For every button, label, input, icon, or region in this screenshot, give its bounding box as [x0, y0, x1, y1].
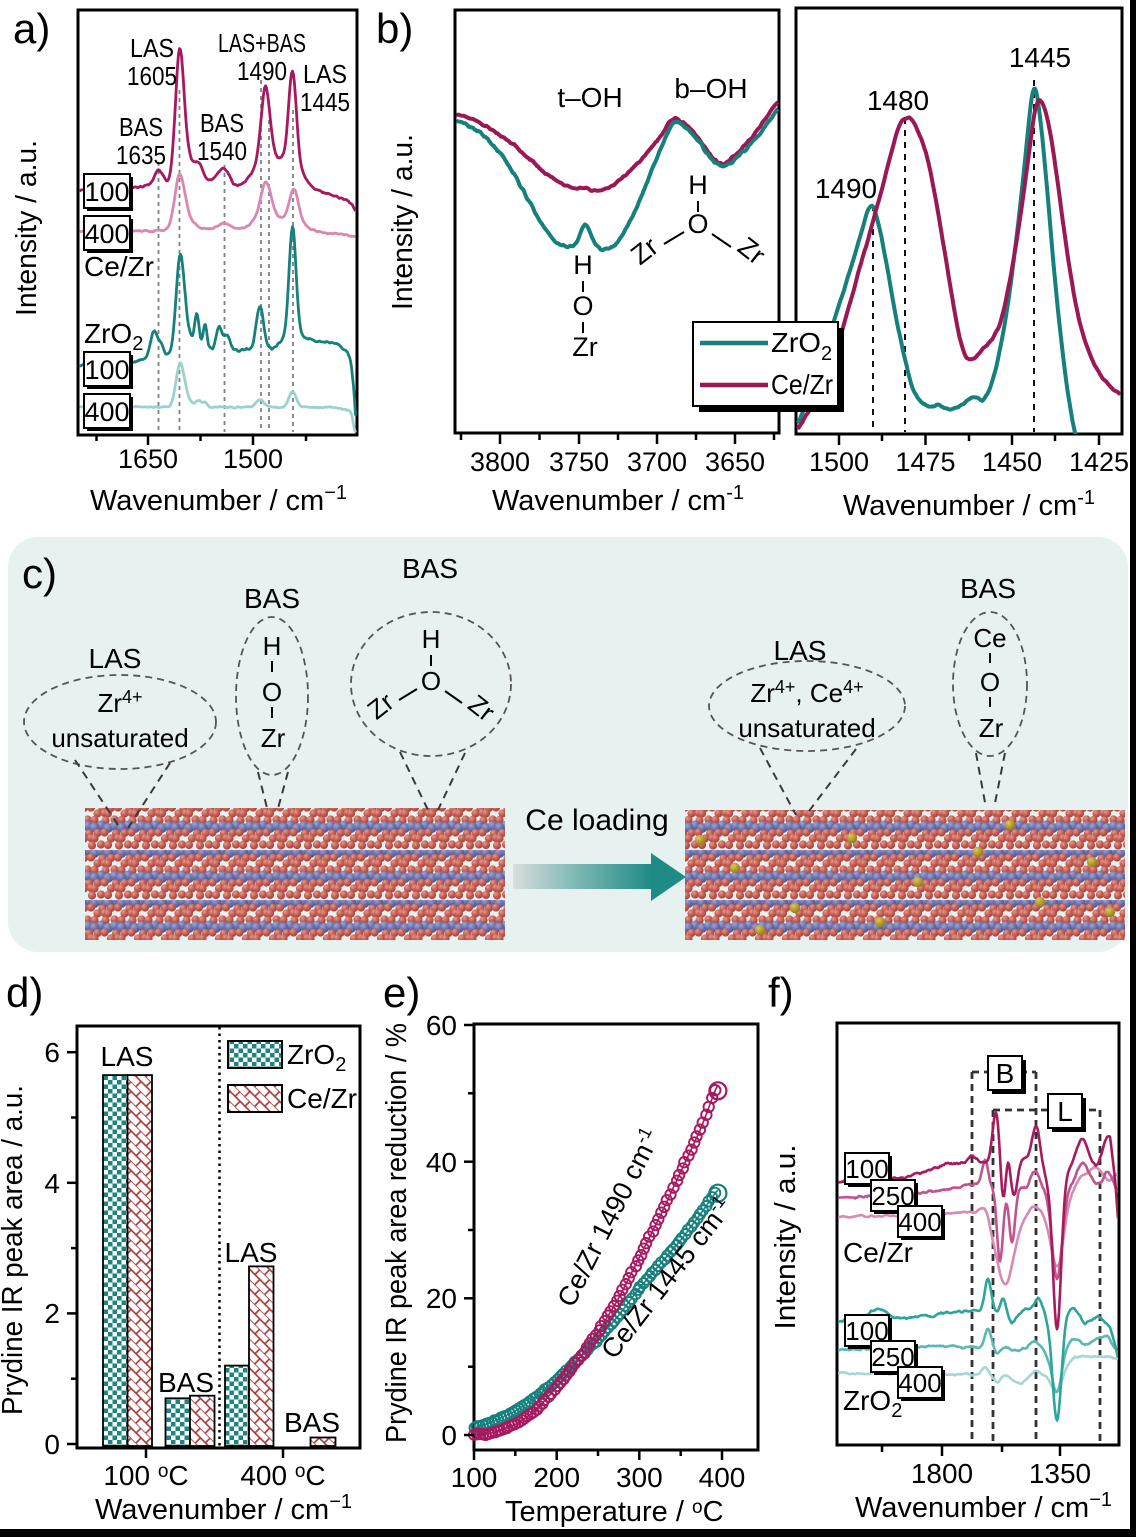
svg-text:d): d) — [6, 969, 43, 1016]
svg-text:1490: 1490 — [237, 56, 287, 86]
svg-text:1650: 1650 — [118, 444, 178, 474]
svg-text:400: 400 — [898, 1207, 941, 1237]
svg-text:100: 100 — [84, 355, 129, 385]
svg-text:100: 100 — [84, 177, 129, 207]
svg-text:Wavenumber / cm−1: Wavenumber / cm−1 — [855, 1489, 1112, 1524]
svg-text:H: H — [422, 624, 441, 654]
svg-text:L: L — [1057, 1096, 1073, 1127]
svg-text:20: 20 — [426, 1283, 457, 1314]
svg-text:O: O — [687, 209, 708, 239]
svg-text:400: 400 — [699, 1462, 746, 1493]
svg-text:1500: 1500 — [223, 444, 283, 474]
svg-text:Ce/Zr: Ce/Zr — [84, 251, 154, 282]
svg-text:ZrO2: ZrO2 — [843, 1385, 902, 1422]
svg-text:60: 60 — [426, 1010, 457, 1041]
svg-text:Zr: Zr — [572, 332, 597, 362]
svg-text:100: 100 — [451, 1462, 498, 1493]
svg-text:a): a) — [13, 5, 50, 52]
svg-text:2: 2 — [44, 1298, 60, 1329]
svg-text:400: 400 — [898, 1368, 941, 1398]
svg-text:Intensity / a.u.: Intensity / a.u. — [770, 1145, 802, 1330]
svg-text:3650: 3650 — [705, 447, 765, 477]
svg-text:1605: 1605 — [127, 61, 177, 91]
svg-text:O: O — [421, 666, 441, 696]
svg-text:Wavenumber / cm−1: Wavenumber / cm−1 — [90, 482, 347, 517]
svg-text:H: H — [688, 170, 708, 200]
svg-text:f): f) — [768, 969, 794, 1016]
svg-text:1450: 1450 — [982, 447, 1042, 477]
svg-text:LAS+BAS: LAS+BAS — [218, 28, 306, 58]
svg-text:0: 0 — [441, 1420, 457, 1451]
svg-text:B: B — [996, 1058, 1015, 1089]
svg-text:LAS: LAS — [101, 1041, 154, 1072]
svg-text:40: 40 — [426, 1147, 457, 1178]
svg-text:4: 4 — [44, 1168, 60, 1199]
svg-text:3750: 3750 — [549, 447, 609, 477]
svg-text:Wavenumber / cm-1: Wavenumber / cm-1 — [492, 482, 744, 517]
svg-text:Prydine IR peak area reduction: Prydine IR peak area reduction / % — [381, 1023, 413, 1443]
svg-text:1445: 1445 — [300, 87, 350, 117]
svg-text:Ce/Zr: Ce/Zr — [843, 1237, 913, 1268]
svg-text:Intensity / a.u.: Intensity / a.u. — [387, 134, 419, 310]
svg-text:unsaturated: unsaturated — [738, 713, 875, 743]
svg-text:BAS: BAS — [119, 112, 163, 142]
svg-text:b–OH: b–OH — [674, 73, 747, 104]
svg-text:1475: 1475 — [895, 447, 955, 477]
svg-text:Zr: Zr — [979, 713, 1004, 743]
svg-text:400: 400 — [84, 219, 129, 249]
svg-text:LAS: LAS — [89, 643, 142, 674]
svg-text:H: H — [263, 631, 282, 661]
svg-text:O: O — [980, 667, 1000, 697]
svg-text:O: O — [572, 291, 593, 321]
svg-text:Wavenumber / cm-1: Wavenumber / cm-1 — [843, 487, 1095, 522]
svg-text:1635: 1635 — [116, 140, 166, 170]
svg-text:t–OH: t–OH — [557, 82, 622, 113]
svg-text:H: H — [573, 250, 593, 280]
svg-text:unsaturated: unsaturated — [51, 723, 188, 753]
svg-text:ZrO2: ZrO2 — [771, 327, 832, 365]
svg-text:Ce loading: Ce loading — [525, 804, 668, 837]
svg-text:O: O — [262, 677, 282, 707]
svg-text:1445: 1445 — [1009, 42, 1071, 73]
svg-text:BAS: BAS — [284, 1407, 340, 1438]
svg-text:1540: 1540 — [197, 136, 247, 166]
svg-text:Ce/Zr: Ce/Zr — [287, 1083, 357, 1114]
svg-text:200: 200 — [533, 1462, 580, 1493]
svg-text:BAS: BAS — [402, 553, 458, 584]
svg-text:1500: 1500 — [809, 447, 869, 477]
svg-text:LAS: LAS — [303, 59, 347, 89]
svg-text:100 oC: 100 oC — [103, 1460, 188, 1491]
svg-text:BAS: BAS — [960, 573, 1016, 604]
svg-text:6: 6 — [44, 1037, 60, 1068]
svg-text:400 oC: 400 oC — [240, 1460, 325, 1491]
svg-text:Temperature / oC: Temperature / oC — [505, 1496, 724, 1528]
svg-text:3700: 3700 — [627, 447, 687, 477]
svg-text:BAS: BAS — [158, 1367, 214, 1398]
svg-text:BAS: BAS — [244, 583, 300, 614]
svg-text:BAS: BAS — [200, 108, 244, 138]
svg-text:Ce: Ce — [973, 623, 1006, 653]
svg-text:300: 300 — [616, 1462, 663, 1493]
svg-text:1350: 1350 — [1029, 1458, 1091, 1489]
svg-text:c): c) — [22, 550, 57, 597]
svg-text:0: 0 — [44, 1429, 60, 1460]
svg-text:Intensity / a.u.: Intensity / a.u. — [11, 140, 43, 316]
svg-text:1425: 1425 — [1069, 447, 1129, 477]
svg-text:1490: 1490 — [815, 173, 877, 204]
svg-text:LAS: LAS — [130, 33, 174, 63]
svg-text:e): e) — [383, 969, 420, 1016]
svg-text:400: 400 — [84, 397, 129, 427]
svg-text:b): b) — [376, 5, 413, 52]
svg-text:LAS: LAS — [774, 635, 827, 666]
svg-text:LAS: LAS — [225, 1237, 278, 1268]
svg-text:Wavenumber / cm−1: Wavenumber / cm−1 — [95, 1491, 352, 1526]
svg-text:1480: 1480 — [867, 85, 929, 116]
svg-text:1800: 1800 — [911, 1458, 973, 1489]
svg-text:Ce/Zr: Ce/Zr — [771, 369, 833, 400]
svg-text:Zr: Zr — [261, 723, 286, 753]
svg-text:Prydine IR peak area / a.u.: Prydine IR peak area / a.u. — [0, 1085, 29, 1415]
svg-text:3800: 3800 — [470, 447, 530, 477]
